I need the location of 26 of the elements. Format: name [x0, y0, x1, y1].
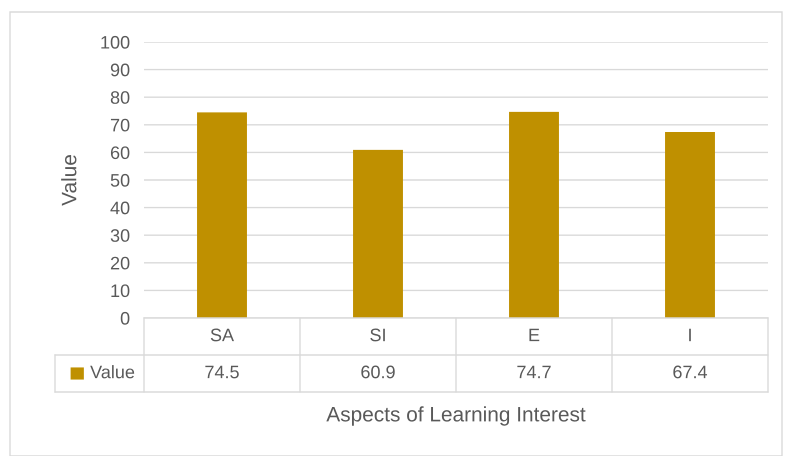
x-tick-label: E — [529, 328, 540, 342]
y-tick-label: 100 — [101, 36, 130, 49]
x-tick-label: SA — [210, 328, 234, 342]
bar — [197, 112, 247, 318]
data-label: 67.4 — [673, 366, 708, 378]
y-tick-label: 10 — [111, 284, 130, 298]
y-tick-label: 0 — [120, 312, 130, 325]
data-label: 74.5 — [205, 366, 239, 378]
x-tick-label: I — [689, 328, 691, 342]
legend-label: Value — [90, 365, 134, 378]
bar — [509, 112, 559, 318]
y-tick-label: 60 — [110, 146, 130, 160]
y-tick-label: 80 — [110, 91, 130, 104]
bar — [665, 132, 715, 318]
x-tick-label: SI — [370, 328, 385, 342]
y-tick-label: 20 — [110, 256, 130, 270]
y-tick-label: 70 — [110, 118, 130, 132]
y-tick-label: 40 — [110, 202, 130, 214]
data-label: 60.9 — [361, 366, 395, 378]
y-axis-title: Value — [61, 155, 76, 206]
y-tick-label: 30 — [110, 229, 130, 242]
y-tick-label: 90 — [110, 64, 130, 76]
data-label: 74.7 — [517, 366, 551, 378]
x-axis-title: Aspects of Learning Interest — [326, 406, 586, 426]
y-tick-label: 50 — [110, 174, 130, 187]
bar — [353, 150, 403, 318]
